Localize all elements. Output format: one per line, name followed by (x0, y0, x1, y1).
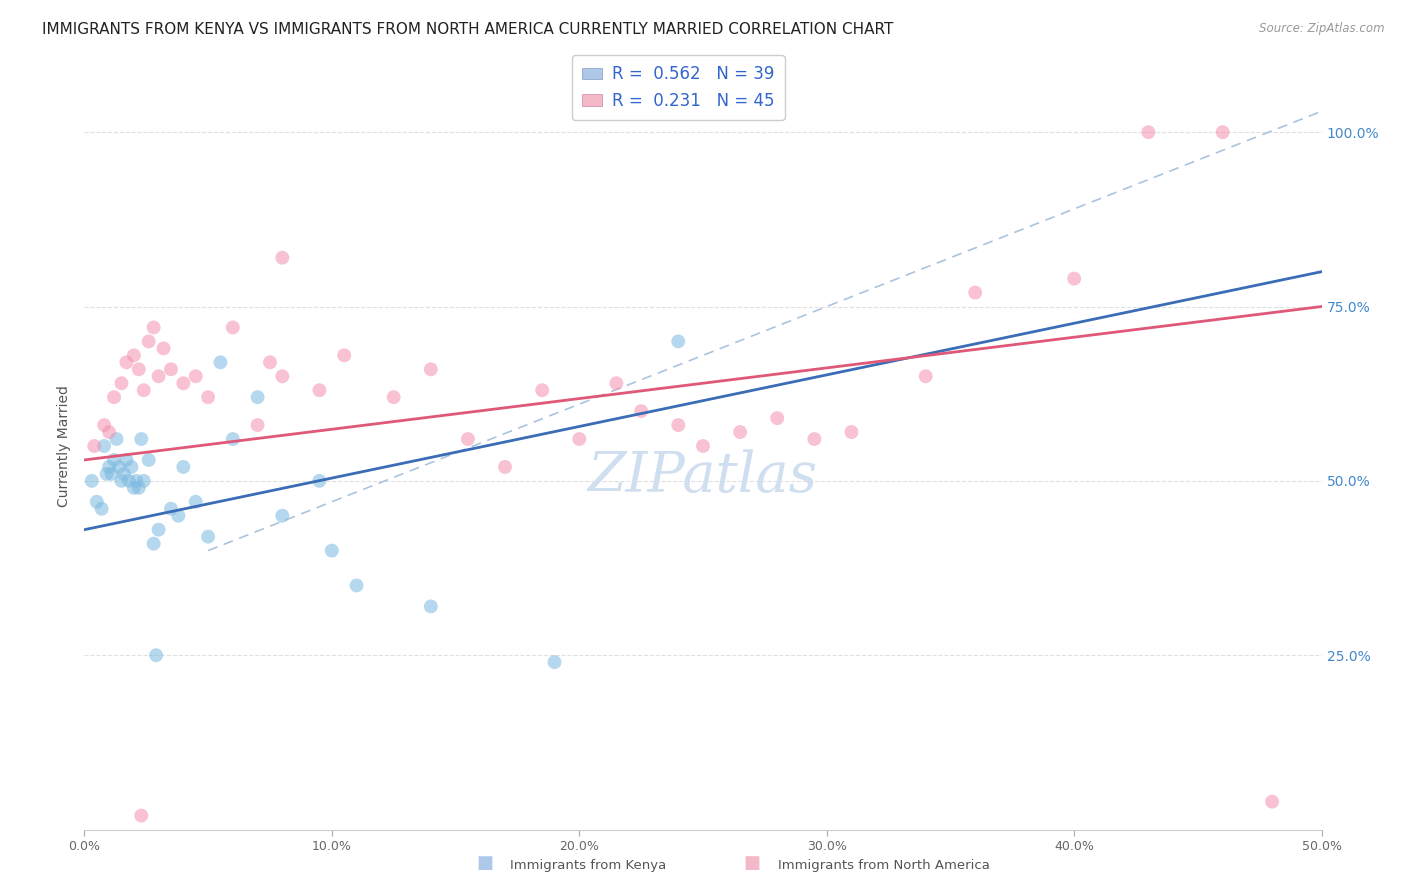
Text: ■: ■ (744, 855, 761, 872)
Point (125, 474, 148, 488)
Point (271, 251, 294, 265)
Point (965, 285, 987, 300)
Point (103, 453, 125, 467)
Point (105, 432, 128, 446)
Point (1137, 125, 1160, 139)
Point (160, 362, 183, 376)
Point (167, 508, 190, 523)
Point (112, 467, 135, 481)
Point (160, 501, 183, 516)
Point (132, 383, 155, 397)
Point (494, 459, 516, 474)
Point (209, 355, 232, 369)
Point (531, 383, 554, 397)
Point (184, 369, 207, 384)
Point (1063, 271, 1085, 285)
Point (148, 369, 170, 384)
Point (98, 459, 121, 474)
Point (246, 418, 269, 433)
Point (93, 418, 115, 433)
Point (271, 369, 294, 384)
Point (259, 355, 281, 369)
Point (692, 439, 714, 453)
Text: Immigrants from North America: Immigrants from North America (778, 859, 990, 872)
Point (132, 474, 155, 488)
Point (100, 467, 122, 481)
Point (122, 481, 145, 495)
Point (86, 495, 108, 509)
Point (728, 425, 751, 439)
Text: ZIPatlas: ZIPatlas (588, 450, 818, 504)
Point (172, 459, 194, 474)
Point (122, 348, 145, 362)
Point (103, 390, 125, 404)
Point (222, 320, 245, 334)
Point (145, 648, 167, 663)
Point (142, 320, 165, 334)
Point (80, 474, 103, 488)
Y-axis label: Currently Married: Currently Married (58, 385, 72, 507)
Point (83, 439, 105, 453)
Point (666, 418, 689, 433)
Text: ■: ■ (477, 855, 494, 872)
Point (184, 495, 207, 509)
Point (246, 390, 269, 404)
Point (457, 432, 479, 446)
Point (115, 355, 138, 369)
Point (914, 369, 936, 384)
Point (803, 432, 825, 446)
Point (841, 425, 863, 439)
Point (605, 376, 627, 391)
Point (308, 474, 330, 488)
Point (148, 523, 170, 537)
Point (152, 342, 174, 356)
Point (93, 439, 115, 453)
Point (138, 453, 160, 467)
Point (142, 536, 165, 550)
Point (222, 432, 245, 446)
Point (172, 376, 194, 391)
Text: Immigrants from Kenya: Immigrants from Kenya (510, 859, 666, 872)
Point (96, 467, 118, 481)
Point (138, 334, 160, 349)
Point (321, 543, 343, 558)
Point (129, 432, 152, 446)
Legend: R =  0.562   N = 39, R =  0.231   N = 45: R = 0.562 N = 39, R = 0.231 N = 45 (572, 55, 785, 120)
Text: Source: ZipAtlas.com: Source: ZipAtlas.com (1260, 22, 1385, 36)
Point (666, 334, 689, 349)
Point (568, 432, 591, 446)
Text: IMMIGRANTS FROM KENYA VS IMMIGRANTS FROM NORTH AMERICA CURRENTLY MARRIED CORRELA: IMMIGRANTS FROM KENYA VS IMMIGRANTS FROM… (42, 22, 894, 37)
Point (108, 459, 131, 474)
Point (543, 655, 565, 669)
Point (382, 390, 405, 404)
Point (1212, 125, 1234, 139)
Point (271, 508, 294, 523)
Point (128, 362, 150, 376)
Point (766, 411, 789, 425)
Point (98, 425, 121, 439)
Point (1261, 795, 1284, 809)
Point (197, 390, 219, 404)
Point (118, 474, 141, 488)
Point (333, 348, 356, 362)
Point (419, 362, 441, 376)
Point (90, 501, 112, 516)
Point (120, 459, 142, 474)
Point (115, 453, 138, 467)
Point (308, 383, 330, 397)
Point (129, 808, 152, 822)
Point (346, 578, 368, 592)
Point (128, 481, 150, 495)
Point (419, 599, 441, 614)
Point (110, 376, 132, 391)
Point (630, 404, 652, 418)
Point (110, 474, 132, 488)
Point (197, 530, 219, 544)
